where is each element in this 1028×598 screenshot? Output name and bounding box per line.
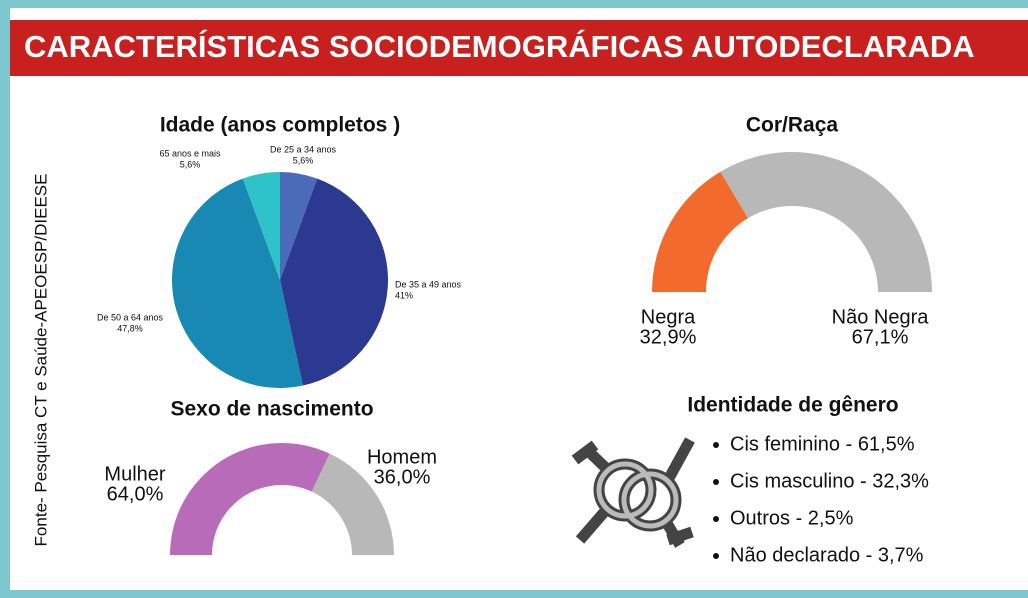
- arc-segment: [652, 171, 748, 292]
- slice-label: De 25 a 34 anos: [270, 144, 337, 154]
- page-title: CARACTERÍSTICAS SOCIODEMOGRÁFICAS AUTODE…: [24, 29, 975, 64]
- segment-value: 67,1%: [852, 326, 909, 348]
- segment-label: Negra: [641, 306, 696, 328]
- segment-value: 36,0%: [374, 466, 431, 488]
- title-banner: [10, 20, 1028, 76]
- segment-label: Mulher: [104, 463, 165, 485]
- segment-label: Homem: [367, 446, 437, 468]
- bullet: [713, 553, 719, 559]
- gender-item: Cis masculino - 32,3%: [730, 470, 929, 492]
- gender-item: Outros - 2,5%: [730, 507, 854, 529]
- slice-value: 47,8%: [117, 323, 143, 333]
- segment-label: Não Negra: [832, 306, 930, 328]
- arc-segment: [720, 151, 932, 292]
- segment-value: 32,9%: [640, 326, 697, 348]
- slice-value: 5,6%: [180, 159, 201, 169]
- slice-label: 65 anos e mais: [159, 148, 221, 158]
- gender-title: Identidade de gênero: [687, 394, 898, 417]
- pie-slice: [280, 178, 388, 386]
- pie-slice: [280, 172, 318, 280]
- slice-label: De 50 a 64 anos: [97, 312, 164, 322]
- gender-item: Não declarado - 3,7%: [730, 544, 924, 566]
- arc-segment: [170, 442, 330, 555]
- chart-title: Idade (anos completos ): [160, 114, 400, 137]
- chart-title: Sexo de nascimento: [170, 398, 373, 421]
- slice-value: 5,6%: [293, 155, 314, 165]
- gender-icon-inner: [596, 461, 679, 529]
- bullet: [713, 479, 719, 485]
- slice-label: De 35 a 49 anos: [395, 279, 462, 289]
- slice-value: 41%: [395, 290, 413, 300]
- pie-slice: [242, 172, 280, 280]
- segment-value: 64,0%: [107, 483, 164, 505]
- bullet: [713, 442, 719, 448]
- arc-segment: [311, 453, 395, 555]
- chart-title: Cor/Raça: [746, 114, 839, 137]
- pie-slice: [172, 178, 303, 388]
- gender-item: Cis feminino - 61,5%: [730, 433, 915, 455]
- bullet: [713, 516, 719, 522]
- source: Fonte- Pesquisa CT e Saúde-APEOESP/DIEES…: [31, 174, 50, 547]
